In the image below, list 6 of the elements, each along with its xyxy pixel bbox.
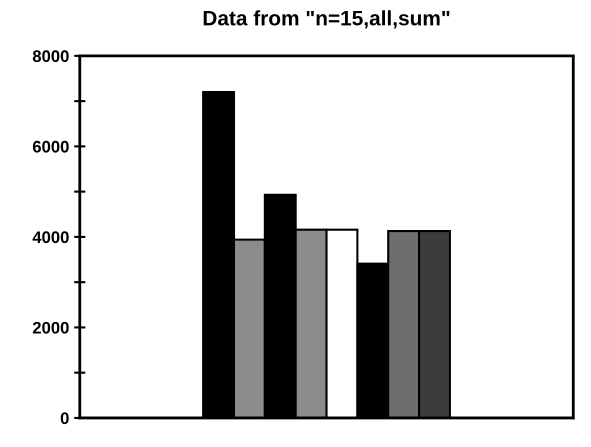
y-tick-label: 6000 (32, 140, 69, 153)
y-tick-label: 0 (60, 412, 69, 424)
y-tick-label: 4000 (32, 231, 69, 244)
y-tick-label: 2000 (32, 322, 69, 334)
chart-title: Data from "n=15,all,sum" (204, 10, 450, 29)
y-tick-label: 8000 (32, 50, 69, 62)
